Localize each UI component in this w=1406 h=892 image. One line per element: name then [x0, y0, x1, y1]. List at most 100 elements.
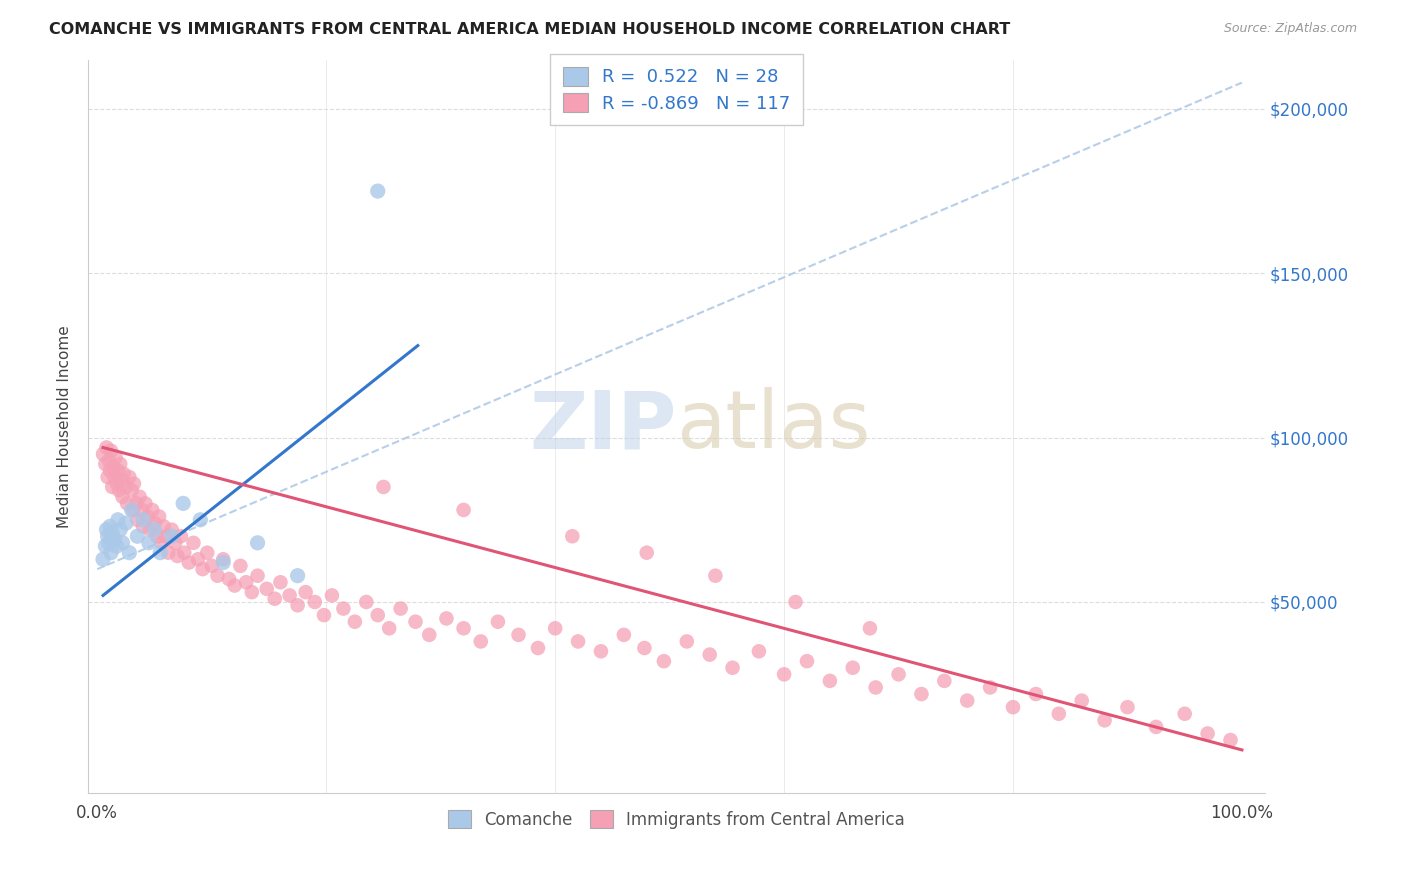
Point — [453, 503, 475, 517]
Point — [389, 601, 412, 615]
Point — [125, 496, 148, 510]
Point — [100, 546, 122, 560]
Point — [321, 589, 343, 603]
Point — [115, 496, 138, 510]
Point — [235, 575, 257, 590]
Text: Source: ZipAtlas.com: Source: ZipAtlas.com — [1223, 22, 1357, 36]
Point — [212, 552, 235, 566]
Point — [139, 523, 162, 537]
Point — [118, 546, 141, 560]
Point — [887, 667, 910, 681]
Point — [633, 640, 655, 655]
Point — [107, 513, 129, 527]
Point — [721, 661, 744, 675]
Point — [191, 562, 214, 576]
Point — [127, 529, 149, 543]
Point — [160, 523, 183, 537]
Point — [134, 496, 156, 510]
Point — [785, 595, 807, 609]
Point — [613, 628, 636, 642]
Point — [1144, 720, 1167, 734]
Point — [287, 568, 309, 582]
Point — [101, 480, 124, 494]
Point — [589, 644, 612, 658]
Point — [100, 443, 122, 458]
Point — [453, 621, 475, 635]
Point — [111, 536, 134, 550]
Point — [256, 582, 278, 596]
Point — [470, 634, 492, 648]
Point — [246, 536, 269, 550]
Point — [979, 681, 1001, 695]
Point — [418, 628, 440, 642]
Point — [561, 529, 583, 543]
Point — [652, 654, 675, 668]
Point — [149, 546, 172, 560]
Point — [278, 589, 301, 603]
Point — [107, 463, 129, 477]
Point — [1094, 714, 1116, 728]
Point — [170, 529, 193, 543]
Point — [97, 529, 120, 543]
Point — [96, 441, 118, 455]
Point — [373, 480, 395, 494]
Point — [934, 673, 956, 688]
Point — [166, 549, 188, 563]
Point — [224, 578, 246, 592]
Point — [127, 513, 149, 527]
Legend: Comanche, Immigrants from Central America: Comanche, Immigrants from Central Americ… — [441, 804, 911, 836]
Point — [312, 608, 335, 623]
Point — [118, 470, 141, 484]
Point — [1070, 693, 1092, 707]
Point — [121, 503, 143, 517]
Point — [704, 568, 727, 582]
Point — [187, 552, 209, 566]
Point — [486, 615, 509, 629]
Point — [157, 546, 180, 560]
Point — [173, 546, 195, 560]
Point — [97, 453, 120, 467]
Point — [287, 599, 309, 613]
Point — [1047, 706, 1070, 721]
Point — [1219, 733, 1241, 747]
Point — [367, 608, 389, 623]
Point — [367, 184, 389, 198]
Text: COMANCHE VS IMMIGRANTS FROM CENTRAL AMERICA MEDIAN HOUSEHOLD INCOME CORRELATION : COMANCHE VS IMMIGRANTS FROM CENTRAL AMER… — [49, 22, 1011, 37]
Point — [567, 634, 589, 648]
Point — [1025, 687, 1047, 701]
Point — [343, 615, 366, 629]
Point — [103, 460, 125, 475]
Point — [1116, 700, 1139, 714]
Point — [269, 575, 291, 590]
Point — [101, 525, 124, 540]
Point — [699, 648, 721, 662]
Point — [436, 611, 458, 625]
Point — [1174, 706, 1197, 721]
Point — [378, 621, 401, 635]
Point — [132, 519, 155, 533]
Point — [121, 483, 143, 498]
Point — [136, 509, 159, 524]
Point — [91, 552, 114, 566]
Point — [263, 591, 285, 606]
Point — [405, 615, 427, 629]
Point — [172, 496, 194, 510]
Point — [240, 585, 263, 599]
Point — [94, 539, 117, 553]
Point — [152, 519, 174, 533]
Point — [150, 536, 173, 550]
Point — [201, 558, 224, 573]
Point — [112, 467, 135, 481]
Point — [143, 516, 166, 530]
Point — [121, 503, 143, 517]
Point — [94, 457, 117, 471]
Point — [104, 450, 127, 465]
Y-axis label: Median Household Income: Median Household Income — [58, 325, 72, 527]
Point — [105, 539, 128, 553]
Point — [115, 516, 138, 530]
Point — [96, 523, 118, 537]
Point — [98, 463, 121, 477]
Point — [108, 523, 131, 537]
Point — [98, 519, 121, 533]
Point — [132, 513, 155, 527]
